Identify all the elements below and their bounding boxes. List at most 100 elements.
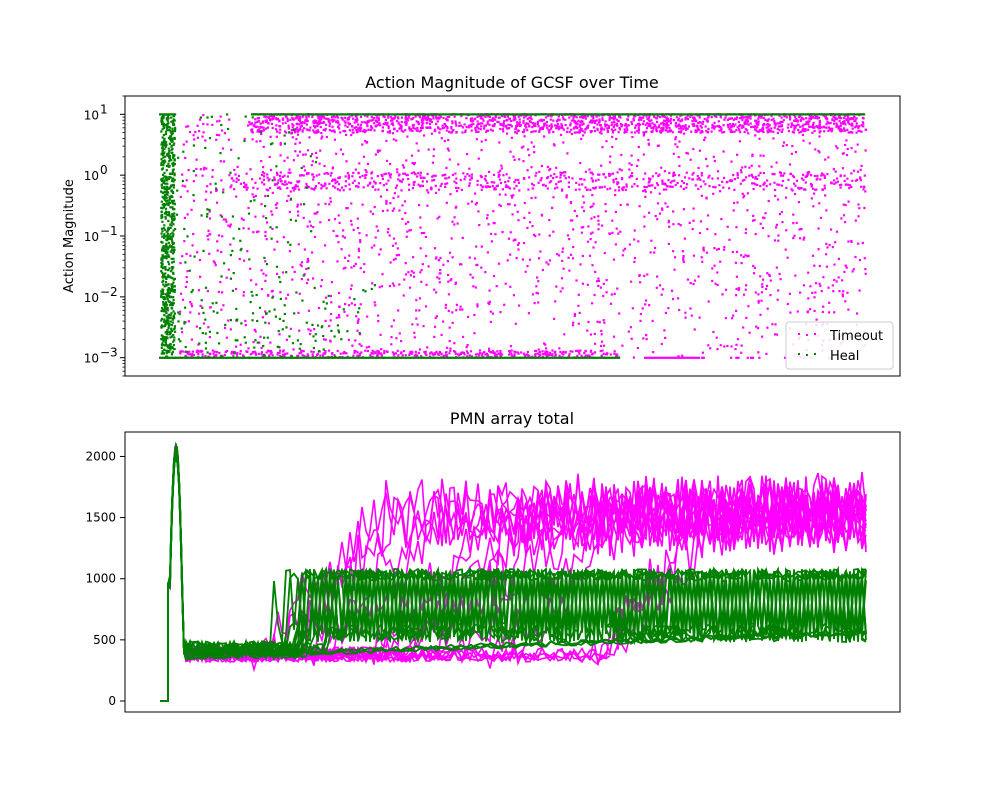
timeout-point xyxy=(546,187,549,190)
timeout-point xyxy=(330,130,334,133)
timeout-point xyxy=(313,328,316,331)
heal-point xyxy=(164,336,167,339)
timeout-point xyxy=(265,188,268,191)
heal-point xyxy=(162,340,165,343)
heal-point xyxy=(170,324,173,327)
timeout-point xyxy=(357,247,360,250)
timeout-point xyxy=(504,181,507,184)
timeout-point xyxy=(287,181,291,184)
timeout-point xyxy=(245,183,248,186)
heal-point xyxy=(170,131,173,134)
heal-point xyxy=(173,317,176,320)
timeout-point xyxy=(338,123,341,126)
heal-point xyxy=(161,290,164,293)
timeout-point xyxy=(512,194,515,197)
timeout-point xyxy=(741,179,744,182)
timeout-point xyxy=(700,172,703,175)
timeout-point xyxy=(794,184,797,187)
timeout-point xyxy=(777,289,780,292)
timeout-point xyxy=(578,188,581,191)
timeout-point xyxy=(225,276,228,279)
timeout-point xyxy=(746,192,749,195)
timeout-point xyxy=(586,283,589,286)
timeout-point xyxy=(544,343,547,346)
timeout-point xyxy=(561,259,564,262)
timeout-point xyxy=(648,120,652,123)
timeout-point xyxy=(410,350,413,353)
timeout-point xyxy=(491,312,494,315)
timeout-point xyxy=(606,127,609,130)
timeout-point xyxy=(480,140,483,143)
timeout-point xyxy=(199,304,202,307)
timeout-point xyxy=(752,214,755,217)
timeout-point xyxy=(508,127,511,130)
timeout-point xyxy=(455,177,458,180)
timeout-point xyxy=(247,206,250,210)
timeout-point xyxy=(338,127,341,130)
timeout-point xyxy=(651,184,654,187)
timeout-point xyxy=(620,153,623,156)
timeout-point xyxy=(686,127,689,130)
timeout-point xyxy=(421,116,424,120)
timeout-point xyxy=(561,126,564,130)
timeout-point xyxy=(201,174,204,177)
timeout-point xyxy=(249,267,252,270)
timeout-point xyxy=(741,119,744,122)
timeout-point xyxy=(566,152,569,155)
timeout-point xyxy=(613,350,616,353)
timeout-point xyxy=(776,298,779,301)
timeout-point xyxy=(707,130,710,134)
timeout-point xyxy=(674,124,677,127)
timeout-point xyxy=(433,288,436,291)
timeout-point xyxy=(260,351,263,354)
timeout-point xyxy=(803,130,806,133)
timeout-point xyxy=(672,174,675,178)
timeout-point xyxy=(256,120,259,123)
timeout-point xyxy=(606,129,609,132)
timeout-point xyxy=(703,117,706,120)
timeout-point xyxy=(528,154,531,157)
timeout-point xyxy=(744,119,747,122)
timeout-point xyxy=(612,129,615,133)
timeout-point xyxy=(341,235,344,238)
timeout-point xyxy=(818,127,822,130)
timeout-point xyxy=(385,182,388,185)
timeout-point xyxy=(502,125,505,128)
timeout-point xyxy=(271,227,274,230)
timeout-point xyxy=(767,125,770,128)
timeout-point xyxy=(811,116,814,119)
timeout-point xyxy=(335,114,339,117)
timeout-point xyxy=(726,118,729,121)
timeout-point xyxy=(759,222,762,225)
timeout-point xyxy=(379,352,382,355)
timeout-point xyxy=(781,179,784,182)
timeout-point xyxy=(319,149,322,152)
timeout-point xyxy=(857,126,860,129)
timeout-point xyxy=(580,178,583,181)
timeout-point xyxy=(732,125,735,128)
timeout-point xyxy=(252,341,255,344)
heal-point xyxy=(167,152,170,155)
timeout-point xyxy=(357,123,360,126)
timeout-point xyxy=(374,153,377,156)
timeout-point xyxy=(827,126,830,129)
timeout-point xyxy=(406,230,409,233)
heal-point xyxy=(168,255,171,258)
timeout-point xyxy=(715,336,718,339)
timeout-point xyxy=(481,354,484,357)
timeout-point xyxy=(431,161,434,164)
timeout-point xyxy=(261,181,264,184)
timeout-point xyxy=(848,187,851,190)
timeout-point xyxy=(409,274,412,277)
timeout-point xyxy=(548,129,551,132)
timeout-point xyxy=(748,174,751,177)
timeout-point xyxy=(510,349,513,352)
timeout-point xyxy=(843,127,846,130)
heal-point xyxy=(161,191,164,194)
heal-point xyxy=(165,185,169,189)
timeout-point xyxy=(337,241,340,244)
timeout-point xyxy=(494,188,497,191)
timeout-point xyxy=(847,200,850,203)
timeout-point xyxy=(826,173,829,176)
timeout-point xyxy=(278,333,281,336)
